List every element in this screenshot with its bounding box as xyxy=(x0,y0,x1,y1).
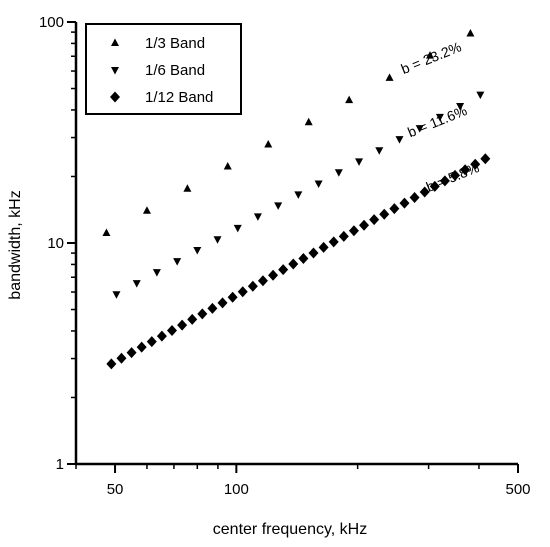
data-point xyxy=(385,73,394,81)
data-series xyxy=(102,29,491,370)
x-axis-label: center frequency, kHz xyxy=(213,521,367,538)
data-point xyxy=(480,153,491,165)
data-point xyxy=(136,341,147,353)
data-point xyxy=(106,358,117,370)
data-point xyxy=(233,224,242,233)
annotations: b = 23.2% b = 11.6% b = 5.8% xyxy=(399,38,482,194)
data-point xyxy=(298,252,309,264)
legend-label: 1/3 Band xyxy=(145,35,205,52)
data-point xyxy=(183,184,192,192)
data-point xyxy=(166,324,177,336)
data-point xyxy=(278,264,289,276)
data-point xyxy=(132,280,141,288)
slope-annotation: b = 5.8% xyxy=(424,159,482,195)
data-point xyxy=(429,180,440,192)
data-point xyxy=(409,192,420,204)
data-point xyxy=(253,213,262,221)
x-tick-label: 500 xyxy=(505,481,530,498)
data-point xyxy=(237,286,248,298)
slope-annotation: b = 23.2% xyxy=(399,38,464,77)
data-point xyxy=(207,302,218,314)
y-axis-label: bandwidth, kHz xyxy=(7,190,24,299)
data-point xyxy=(460,164,471,176)
data-point xyxy=(288,258,299,270)
legend-label: 1/6 Band xyxy=(145,62,205,79)
data-point xyxy=(466,29,475,37)
data-point xyxy=(156,330,167,342)
data-point xyxy=(257,275,268,287)
data-point xyxy=(193,246,202,255)
legend-marker xyxy=(110,91,120,103)
legend-marker xyxy=(111,38,119,46)
data-point xyxy=(318,241,329,253)
data-point xyxy=(314,180,323,188)
data-point xyxy=(274,202,283,210)
legend-label: 1/12 Band xyxy=(145,89,213,106)
data-point xyxy=(197,308,208,320)
y-tick-label: 10 xyxy=(47,235,64,252)
data-point xyxy=(116,352,127,364)
data-point xyxy=(476,91,485,100)
data-point xyxy=(395,136,404,144)
data-point xyxy=(294,191,303,199)
data-point xyxy=(435,113,444,122)
data-point xyxy=(369,214,380,226)
y-tick-label: 1 xyxy=(56,456,64,473)
data-point xyxy=(268,269,279,281)
data-point xyxy=(223,161,232,170)
data-point xyxy=(389,203,400,215)
ticks: 1 10 100 50 100 500 xyxy=(39,14,531,498)
data-point xyxy=(173,258,182,266)
data-point xyxy=(328,236,339,248)
data-point xyxy=(439,175,450,187)
x-tick-label: 50 xyxy=(107,481,124,498)
slope-annotation: b = 11.6% xyxy=(405,102,469,140)
data-point xyxy=(213,236,222,244)
data-point xyxy=(470,158,481,170)
data-point xyxy=(308,247,319,259)
data-point xyxy=(355,158,364,166)
data-point xyxy=(247,280,258,292)
data-point xyxy=(102,228,111,236)
data-point xyxy=(264,140,273,148)
data-point xyxy=(456,102,465,111)
data-point xyxy=(359,219,370,231)
data-point xyxy=(399,197,410,209)
data-point xyxy=(426,51,435,59)
data-point xyxy=(112,291,121,299)
data-point xyxy=(450,169,461,181)
data-point xyxy=(146,336,157,348)
data-point xyxy=(375,147,384,155)
legend: 1/3 Band 1/6 Band 1/12 Band xyxy=(85,23,242,115)
x-tick-label: 100 xyxy=(224,481,249,498)
series-2 xyxy=(112,91,485,299)
data-point xyxy=(345,95,354,104)
series-1 xyxy=(102,29,475,236)
data-point xyxy=(217,297,228,309)
y-tick-label: 100 xyxy=(39,14,64,31)
data-point xyxy=(227,291,238,303)
legend-marker xyxy=(111,67,119,75)
data-point xyxy=(187,313,198,325)
data-point xyxy=(338,230,349,242)
data-point xyxy=(334,169,343,177)
data-point xyxy=(126,347,137,359)
series-3 xyxy=(106,153,491,370)
data-point xyxy=(348,225,359,237)
data-point xyxy=(304,117,313,126)
data-point xyxy=(152,269,161,277)
data-point xyxy=(177,319,188,331)
data-point xyxy=(379,208,390,220)
data-point xyxy=(142,206,151,214)
data-point xyxy=(415,125,424,133)
data-point xyxy=(419,186,430,198)
